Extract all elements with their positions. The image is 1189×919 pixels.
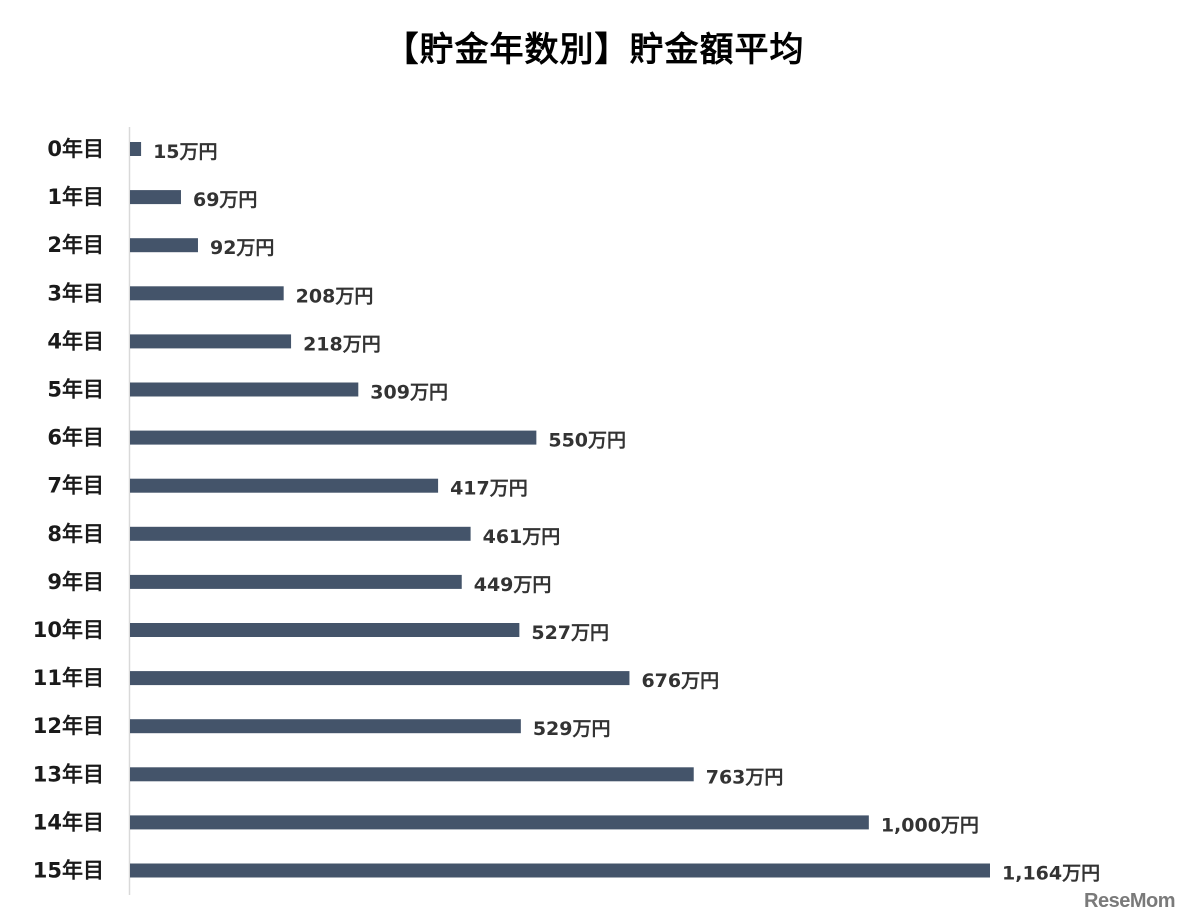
value-label-3: 208万円: [296, 285, 374, 307]
bar-3: [130, 286, 284, 301]
category-label-12: 12年目: [33, 714, 104, 738]
bar-6: [130, 430, 537, 445]
value-label-11: 676万円: [641, 670, 719, 692]
bar-0: [130, 142, 142, 156]
bar-11: [130, 671, 630, 686]
value-label-7: 417万円: [450, 478, 528, 500]
value-labels: 15万円 69万円 92万円 208万円 218万円 309万円 550万円 417万円 461…: [153, 141, 1100, 885]
bar-9: [130, 574, 462, 589]
value-label-9: 449万円: [474, 574, 552, 596]
category-label-11: 11年目: [33, 666, 104, 690]
bar-4: [130, 334, 292, 349]
category-label-4: 4年目: [47, 329, 104, 353]
bar-13: [130, 767, 694, 782]
category-label-7: 7年目: [47, 474, 104, 498]
value-label-8: 461万円: [483, 526, 561, 548]
bar-14: [130, 815, 869, 830]
bars-group: [130, 142, 990, 878]
watermark-logo: ReseMom: [1084, 890, 1175, 912]
value-label-4: 218万円: [303, 333, 381, 355]
value-label-5: 309万円: [370, 382, 448, 404]
bar-15: [130, 863, 990, 878]
category-label-5: 5年目: [47, 378, 104, 402]
value-label-1: 69万円: [193, 189, 257, 211]
bar-10: [130, 623, 520, 637]
chart-title: 【貯金年数別】貯金額平均: [384, 30, 805, 70]
category-label-15: 15年目: [33, 859, 104, 883]
bar-5: [130, 382, 359, 397]
category-labels: 0年目 1年目 2年目 3年目 4年目 5年目 6年目 7年目 8年目 9年目 10年目 11年目 12…: [33, 137, 104, 883]
bar-7: [130, 478, 439, 493]
category-label-10: 10年目: [33, 618, 104, 642]
category-label-3: 3年目: [47, 281, 104, 305]
value-label-12: 529万円: [533, 718, 611, 740]
bar-12: [130, 719, 521, 734]
category-label-1: 1年目: [47, 185, 104, 209]
category-label-0: 0年目: [47, 137, 104, 161]
value-label-0: 15万円: [153, 141, 217, 163]
category-label-9: 9年目: [47, 570, 104, 594]
bar-2: [130, 238, 198, 253]
value-label-2: 92万円: [210, 237, 274, 259]
category-label-14: 14年目: [33, 810, 104, 834]
value-label-10: 527万円: [531, 622, 609, 644]
bar-1: [130, 190, 181, 205]
category-label-2: 2年目: [47, 233, 104, 257]
category-label-13: 13年目: [33, 762, 104, 786]
category-label-8: 8年目: [47, 522, 104, 546]
value-label-14: 1,000万円: [881, 814, 979, 836]
value-label-13: 763万円: [706, 766, 784, 788]
bar-8: [130, 526, 471, 541]
category-label-6: 6年目: [47, 426, 104, 450]
value-label-6: 550万円: [548, 430, 626, 452]
value-label-15: 1,164万円: [1002, 863, 1100, 885]
